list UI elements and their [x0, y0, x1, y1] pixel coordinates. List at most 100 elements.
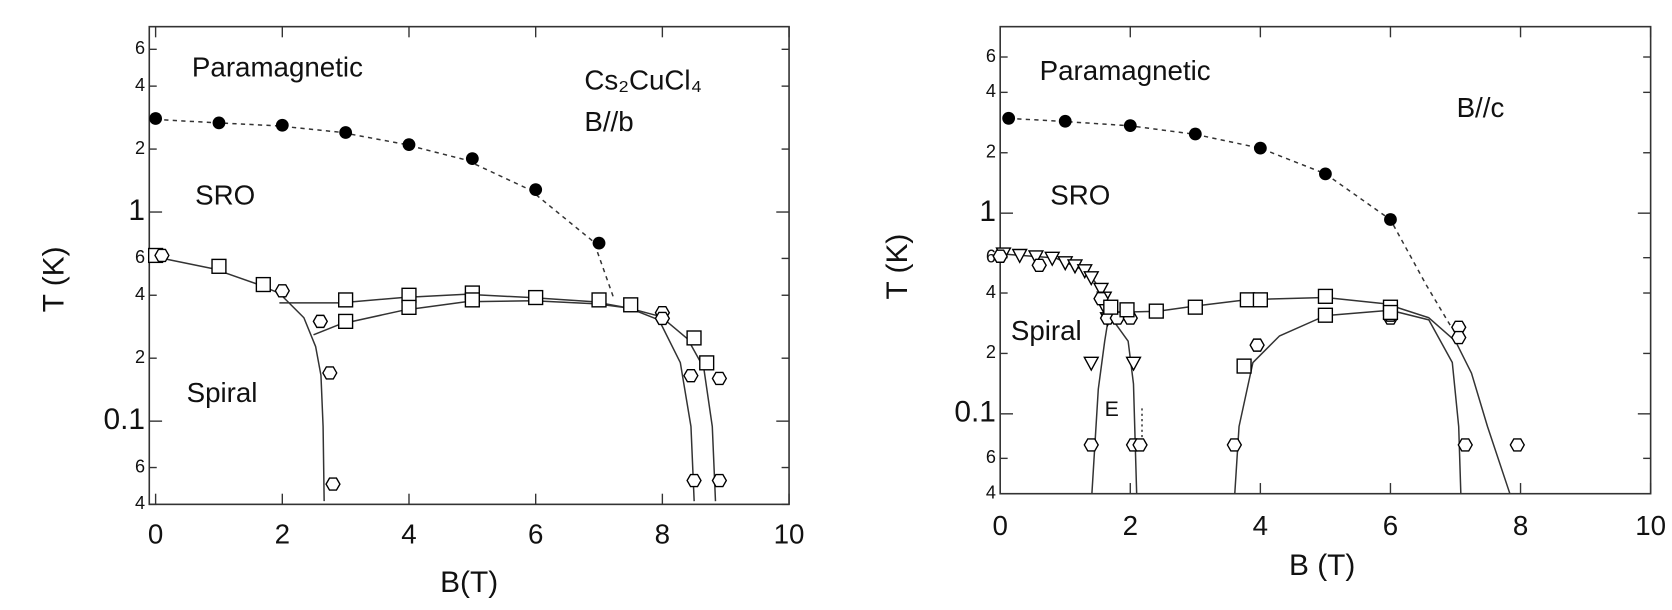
- y-tick-label: 6: [135, 247, 145, 267]
- data-point: [699, 355, 715, 371]
- y-tick-label: 0.1: [104, 403, 146, 436]
- y-tick-label: 1: [979, 195, 996, 228]
- crossover-curve: [1008, 117, 1451, 326]
- plot-frame: [999, 25, 1652, 495]
- y-tick-label: 2: [986, 142, 996, 162]
- x-tick-label: 4: [1253, 510, 1268, 541]
- y-tick-label: 4: [986, 482, 996, 502]
- data-point: [592, 236, 606, 250]
- data-point: [1083, 271, 1100, 287]
- annotation: E: [1105, 397, 1119, 421]
- data-point: [1125, 356, 1142, 372]
- data-point: [211, 258, 227, 274]
- data-point: [1092, 282, 1110, 298]
- data-point: [339, 126, 353, 139]
- y-tick-label: 6: [986, 447, 996, 467]
- data-point: [255, 276, 271, 293]
- phase-boundary: [1108, 296, 1511, 494]
- y-tick-label: 6: [135, 456, 145, 476]
- annotation: Spiral: [187, 377, 258, 408]
- data-point: [623, 297, 639, 313]
- data-point: [149, 112, 163, 125]
- data-point: [1317, 288, 1334, 304]
- data-point: [1123, 119, 1137, 133]
- data-point: [275, 118, 289, 132]
- data-point: [1031, 258, 1047, 272]
- data-point: [1132, 438, 1148, 452]
- y-tick-label: 4: [135, 284, 145, 304]
- data-point: [1252, 292, 1268, 308]
- data-point: [1317, 307, 1334, 323]
- phase-boundary: [313, 299, 695, 502]
- annotation: B//c: [1457, 92, 1505, 123]
- x-tick-label: 6: [528, 519, 543, 550]
- data-point: [401, 299, 417, 315]
- annotation: B//b: [584, 106, 633, 137]
- data-point: [1002, 111, 1016, 125]
- x-tick-label: 10: [774, 519, 805, 550]
- data-point: [402, 138, 416, 152]
- data-point: [1011, 248, 1028, 264]
- data-point: [338, 292, 354, 308]
- data-point: [1253, 141, 1267, 155]
- y-tick-label: 4: [986, 282, 996, 302]
- annotation: Cs₂CuCl₄: [584, 64, 702, 95]
- data-point: [1058, 114, 1072, 128]
- data-point: [1119, 302, 1135, 318]
- data-point: [1044, 251, 1061, 267]
- data-point: [992, 249, 1008, 263]
- x-tick-label: 6: [1383, 510, 1398, 541]
- x-tick-label: 2: [1123, 510, 1138, 541]
- data-point: [1457, 438, 1473, 452]
- data-point: [322, 366, 338, 380]
- y-tick-label: 6: [986, 246, 996, 266]
- data-point: [683, 368, 699, 383]
- data-point: [1027, 250, 1045, 266]
- data-point: [528, 289, 544, 306]
- data-point: [1239, 292, 1255, 308]
- data-point: [274, 284, 291, 298]
- data-point: [654, 311, 671, 326]
- y-tick-label: 2: [986, 342, 996, 362]
- x-tick-label: 4: [401, 519, 416, 550]
- data-point: [464, 292, 480, 308]
- y-tick-label: 0.1: [954, 396, 996, 429]
- annotation: SRO: [195, 180, 255, 211]
- data-point: [529, 183, 543, 197]
- data-point: [1451, 330, 1467, 345]
- x-tick-label: 8: [655, 519, 670, 550]
- x-axis-label: B(T): [440, 566, 498, 599]
- data-point: [212, 116, 226, 130]
- data-point: [1148, 303, 1164, 319]
- x-tick-label: 2: [275, 519, 290, 550]
- x-tick-label: 8: [1513, 510, 1528, 541]
- y-tick-label: 4: [986, 81, 996, 101]
- annotation: Paramagnetic: [1040, 55, 1211, 86]
- annotation: Spiral: [1011, 315, 1082, 346]
- y-tick-label: 6: [135, 38, 145, 58]
- y-tick-label: 4: [135, 75, 145, 95]
- data-point: [338, 313, 354, 329]
- data-point: [1187, 299, 1203, 315]
- x-tick-label: 0: [148, 519, 163, 550]
- y-tick-label: 6: [986, 46, 996, 66]
- x-tick-label: 0: [992, 510, 1007, 541]
- data-point: [591, 292, 607, 308]
- data-point: [154, 248, 170, 263]
- y-tick-label: 1: [128, 194, 145, 227]
- y-tick-label: 2: [135, 138, 145, 158]
- data-point: [686, 330, 702, 346]
- data-point: [465, 152, 479, 166]
- data-point: [1249, 338, 1265, 352]
- data-point: [1319, 167, 1332, 181]
- data-point: [686, 473, 702, 488]
- annotation: SRO: [1050, 180, 1110, 211]
- data-point: [312, 314, 329, 329]
- y-axis-label: T (K): [37, 246, 70, 312]
- data-point: [1226, 438, 1243, 452]
- y-tick-label: 4: [135, 493, 145, 513]
- data-point: [1188, 127, 1202, 141]
- data-point: [1236, 358, 1252, 374]
